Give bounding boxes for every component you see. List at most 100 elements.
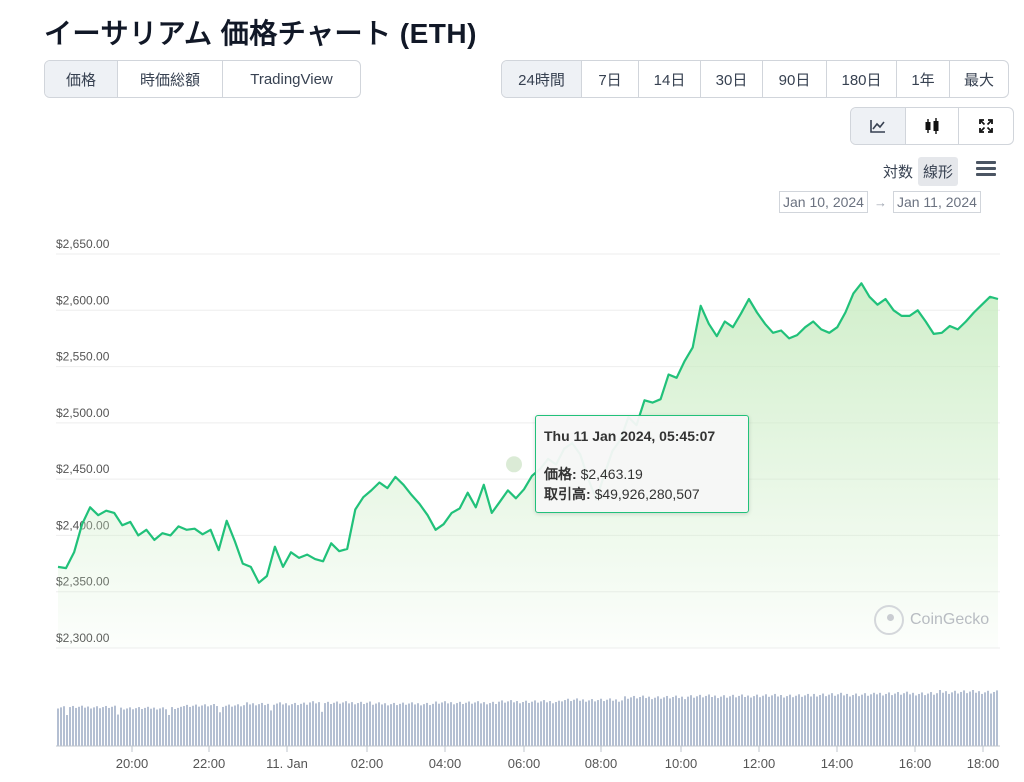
volume-bar	[198, 706, 200, 746]
volume-bar	[297, 705, 299, 746]
volume-bar	[120, 707, 122, 746]
volume-bar	[423, 704, 425, 746]
volume-bar	[897, 692, 899, 746]
volume-bar	[612, 700, 614, 746]
view-tabs: 価格 時価総額 TradingView	[44, 60, 361, 98]
date-to-input[interactable]: Jan 11, 2024	[892, 191, 981, 213]
volume-bar	[765, 694, 767, 746]
volume-bar	[669, 698, 671, 746]
volume-bar	[657, 696, 659, 746]
volume-bar	[330, 704, 332, 746]
volume-bar	[111, 706, 113, 746]
volume-bar	[87, 706, 89, 746]
y-tick-label: $2,500.00	[56, 406, 110, 420]
volume-bar	[105, 705, 107, 746]
volume-bar	[117, 714, 119, 746]
tooltip-volume-value: $49,926,280,507	[594, 486, 700, 502]
tab-market-cap[interactable]: 時価総額	[118, 61, 223, 97]
volume-bar	[384, 703, 386, 746]
tooltip-time: Thu 11 Jan 2024, 05:45:07	[544, 428, 716, 444]
volume-bar	[867, 695, 869, 746]
range-14d[interactable]: 14日	[639, 61, 701, 97]
volume-bar	[894, 693, 896, 746]
menu-icon[interactable]	[976, 161, 996, 177]
y-tick-label: $2,450.00	[56, 462, 110, 476]
volume-bar	[624, 696, 626, 746]
volume-bar	[228, 704, 230, 746]
volume-bar	[951, 692, 953, 746]
volume-bar	[549, 701, 551, 746]
volume-bar	[594, 701, 596, 746]
volume-bar	[234, 705, 236, 746]
volume-bar	[573, 699, 575, 746]
candlestick-icon	[925, 118, 939, 134]
volume-bar	[603, 701, 605, 746]
range-180d[interactable]: 180日	[827, 61, 897, 97]
volume-bar	[441, 702, 443, 746]
volume-bar	[774, 693, 776, 746]
volume-bar	[237, 704, 239, 746]
volume-bar	[336, 701, 338, 746]
range-90d[interactable]: 90日	[763, 61, 827, 97]
tab-tradingview[interactable]: TradingView	[250, 70, 333, 88]
x-tick-label: 11. Jan	[266, 756, 308, 771]
volume-bar	[183, 706, 185, 746]
volume-bar	[258, 704, 260, 746]
fullscreen-button[interactable]	[959, 108, 1013, 144]
volume-bar	[855, 693, 857, 746]
volume-bar	[264, 705, 266, 746]
volume-bar	[903, 693, 905, 746]
volume-bar	[333, 702, 335, 746]
price-line	[57, 282, 999, 584]
tooltip-price-label: 価格:	[544, 466, 577, 482]
volume-bar	[402, 702, 404, 746]
date-from-input[interactable]: Jan 10, 2024	[779, 191, 868, 213]
volume-bar	[522, 702, 524, 746]
volume-bar	[597, 700, 599, 746]
volume-bar	[417, 703, 419, 746]
volume-bar	[798, 694, 800, 746]
volume-bar	[747, 695, 749, 746]
volume-bar	[564, 700, 566, 746]
range-max[interactable]: 最大	[963, 71, 994, 89]
y-tick-label: $2,550.00	[56, 350, 110, 364]
range-24h[interactable]: 24時間	[502, 61, 582, 97]
volume-bar	[861, 694, 863, 746]
log-scale-button[interactable]: 対数	[883, 164, 914, 181]
volume-bar	[789, 694, 791, 746]
x-tick-label: 16:00	[899, 756, 932, 771]
volume-bar	[960, 691, 962, 746]
x-tick-label: 22:00	[193, 756, 226, 771]
volume-bar	[738, 695, 740, 746]
volume-bar	[666, 695, 668, 746]
volume-bar	[570, 701, 572, 746]
volume-bar	[390, 704, 392, 746]
volume-bar	[780, 695, 782, 746]
volume-bar	[729, 696, 731, 746]
range-7d[interactable]: 7日	[582, 61, 639, 97]
volume-bar	[555, 702, 557, 746]
volume-bar	[267, 703, 269, 746]
volume-bar	[489, 703, 491, 746]
volume-bar	[921, 692, 923, 746]
range-30d[interactable]: 30日	[701, 61, 763, 97]
volume-bar	[339, 703, 341, 746]
volume-bar	[918, 693, 920, 746]
range-1y[interactable]: 1年	[897, 61, 950, 97]
volume-bar	[78, 706, 80, 746]
volume-bar	[516, 701, 518, 746]
volume-bar	[156, 709, 158, 746]
volume-bar	[195, 704, 197, 746]
tab-price[interactable]: 価格	[45, 61, 118, 97]
volume-bar	[480, 703, 482, 746]
volume-bar	[792, 697, 794, 746]
x-tick-label: 10:00	[665, 756, 698, 771]
y-tick-label: $2,600.00	[56, 293, 110, 307]
scale-toggle: 対数 線形	[878, 157, 959, 186]
linear-scale-button[interactable]: 線形	[918, 157, 959, 186]
line-chart-button[interactable]	[851, 108, 906, 144]
volume-bar	[660, 698, 662, 746]
chart-type-selector	[850, 107, 1014, 145]
candlestick-button[interactable]	[906, 108, 959, 144]
